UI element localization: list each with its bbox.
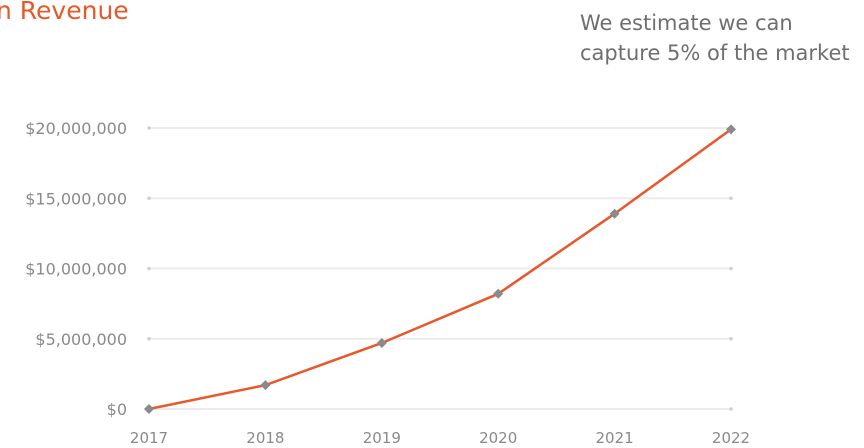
y-tick-label: $10,000,000 <box>25 260 127 279</box>
y-tick-label: $0 <box>107 400 127 419</box>
x-tick-label: 2018 <box>246 429 284 447</box>
market-capture-note: We estimate we can capture 5% of the mar… <box>580 11 850 65</box>
x-tick-label: 2022 <box>712 429 750 447</box>
y-tick-label: $20,000,000 <box>25 119 127 138</box>
x-tick-label: 2017 <box>130 429 168 447</box>
gridline-start-dot <box>147 196 151 201</box>
y-tick-label: $15,000,000 <box>25 189 127 208</box>
chart-title: n Revenue <box>0 0 129 25</box>
gridline-start-dot <box>147 126 151 130</box>
gridline-end-dot <box>729 266 733 271</box>
x-tick-label: 2020 <box>479 429 517 447</box>
data-point-marker <box>609 208 620 219</box>
x-tick-label: 2021 <box>596 429 634 447</box>
x-tick-label: 2019 <box>363 429 401 447</box>
series-line <box>148 128 732 411</box>
data-point-marker <box>726 124 736 135</box>
data-point-marker <box>376 337 387 348</box>
gridline-end-dot <box>729 407 733 411</box>
gridline-start-dot <box>147 266 151 271</box>
data-point-marker <box>493 288 504 299</box>
gridline-end-dot <box>729 336 733 341</box>
y-tick-label: $5,000,000 <box>35 330 127 349</box>
data-point-marker <box>144 404 154 414</box>
gridline-start-dot <box>147 336 151 341</box>
data-point-marker <box>260 380 271 391</box>
gridline-end-dot <box>729 196 733 201</box>
